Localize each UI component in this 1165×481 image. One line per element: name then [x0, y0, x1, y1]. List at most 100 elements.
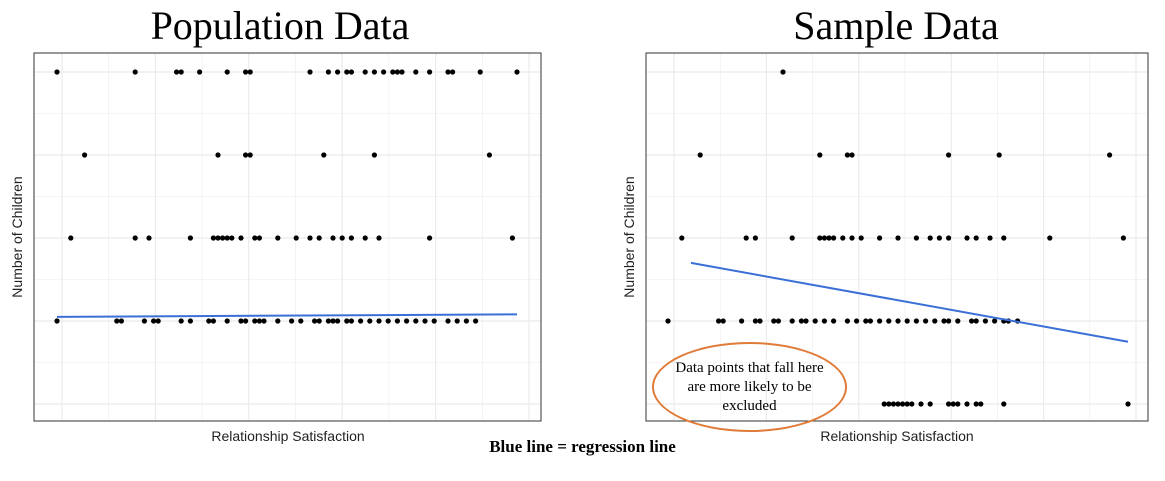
sample-data-point [821, 235, 828, 241]
population-data-point [404, 318, 410, 324]
population-data-point [367, 318, 373, 324]
population-data-point [210, 318, 216, 324]
population-data-point [427, 69, 433, 75]
population-data-point [463, 318, 469, 324]
population-data-point [197, 69, 203, 75]
sample-data-point [1001, 401, 1007, 407]
population-data-point [394, 69, 400, 75]
sample-data-point [987, 235, 993, 241]
sample-data-point [973, 235, 979, 241]
population-data-point [316, 318, 322, 324]
population-data-point [335, 69, 341, 75]
sample-data-point [973, 401, 979, 407]
population-data-point [275, 235, 281, 241]
sample-data-point [849, 235, 855, 241]
population-data-point [178, 318, 184, 324]
sample-data-point [817, 152, 823, 158]
population-chart-title: Population Data [150, 3, 410, 48]
population-data-point [252, 318, 258, 324]
population-data-point [509, 235, 515, 241]
sample-data-point [775, 318, 782, 324]
population-data-point [390, 69, 396, 75]
population-data-point [477, 69, 483, 75]
population-data-point [146, 235, 152, 241]
population-data-point [399, 69, 405, 75]
sample-data-point [743, 235, 749, 241]
sample-data-point [863, 318, 869, 324]
population-data-point [307, 235, 313, 241]
sample-data-point [886, 401, 892, 407]
population-data-point [54, 318, 60, 324]
sample-data-point [877, 235, 883, 241]
sample-data-point [844, 318, 851, 324]
sample-data-point [831, 235, 837, 241]
population-data-point [339, 235, 345, 241]
population-data-point [325, 69, 331, 75]
population-data-point [348, 235, 354, 241]
population-data-point [298, 318, 304, 324]
population-data-point [445, 69, 451, 75]
sample-data-point [978, 401, 984, 407]
sample-data-point [941, 318, 947, 324]
population-data-point [344, 318, 350, 324]
sample-data-point [757, 318, 763, 324]
population-data-point [473, 318, 479, 324]
sample-data-point [992, 318, 998, 324]
population-data-point [215, 152, 221, 158]
population-data-point [385, 318, 391, 324]
sample-data-point [854, 318, 860, 324]
population-data-point [371, 152, 377, 158]
population-data-point [151, 318, 157, 324]
population-data-point [321, 152, 327, 158]
sample-data-point [798, 318, 805, 324]
population-data-point [238, 318, 244, 324]
population-data-point [224, 69, 230, 75]
sample-data-point [946, 235, 952, 241]
population-panel-border [33, 52, 542, 422]
sample-data-point [895, 318, 901, 324]
population-data-point [431, 318, 437, 324]
sample-chart-title: Sample Data [793, 3, 999, 48]
sample-data-point [927, 401, 933, 407]
population-data-point [229, 235, 235, 241]
population-data-point [362, 235, 368, 241]
population-y-axis-label: Number of Children [9, 176, 25, 297]
population-data-point [427, 235, 433, 241]
population-data-point [114, 318, 120, 324]
population-data-point [381, 69, 387, 75]
sample-data-point [1047, 235, 1053, 241]
sample-data-point [716, 318, 722, 324]
sample-data-point [679, 235, 685, 241]
sample-data-point [895, 235, 901, 241]
population-data-point [224, 235, 230, 241]
sample-data-point [890, 401, 897, 407]
sample-data-point [909, 401, 915, 407]
population-data-point [450, 69, 456, 75]
population-data-point [256, 318, 262, 324]
population-data-point [132, 69, 138, 75]
sample-data-point [936, 235, 943, 241]
sample-data-point [826, 235, 832, 241]
population-data-point [82, 152, 88, 158]
sample-regression-line [690, 261, 1129, 343]
sample-data-point [817, 235, 823, 241]
sample-panel-border [645, 52, 1149, 422]
population-data-point [376, 318, 382, 324]
population-data-point [206, 318, 212, 324]
sample-data-point [771, 318, 777, 324]
population-data-point [247, 152, 253, 158]
population-data-point [358, 318, 364, 324]
sample-data-point [918, 401, 924, 407]
population-data-point [348, 69, 354, 75]
sample-data-point [844, 152, 851, 158]
sample-data-point [964, 235, 970, 241]
population-data-point [256, 235, 262, 241]
sample-data-point [923, 318, 929, 324]
population-data-point [187, 235, 193, 241]
population-data-point [252, 235, 258, 241]
sample-data-point [900, 401, 906, 407]
sample-data-point [913, 235, 920, 241]
population-data-point [348, 318, 354, 324]
sample-data-point [946, 401, 952, 407]
